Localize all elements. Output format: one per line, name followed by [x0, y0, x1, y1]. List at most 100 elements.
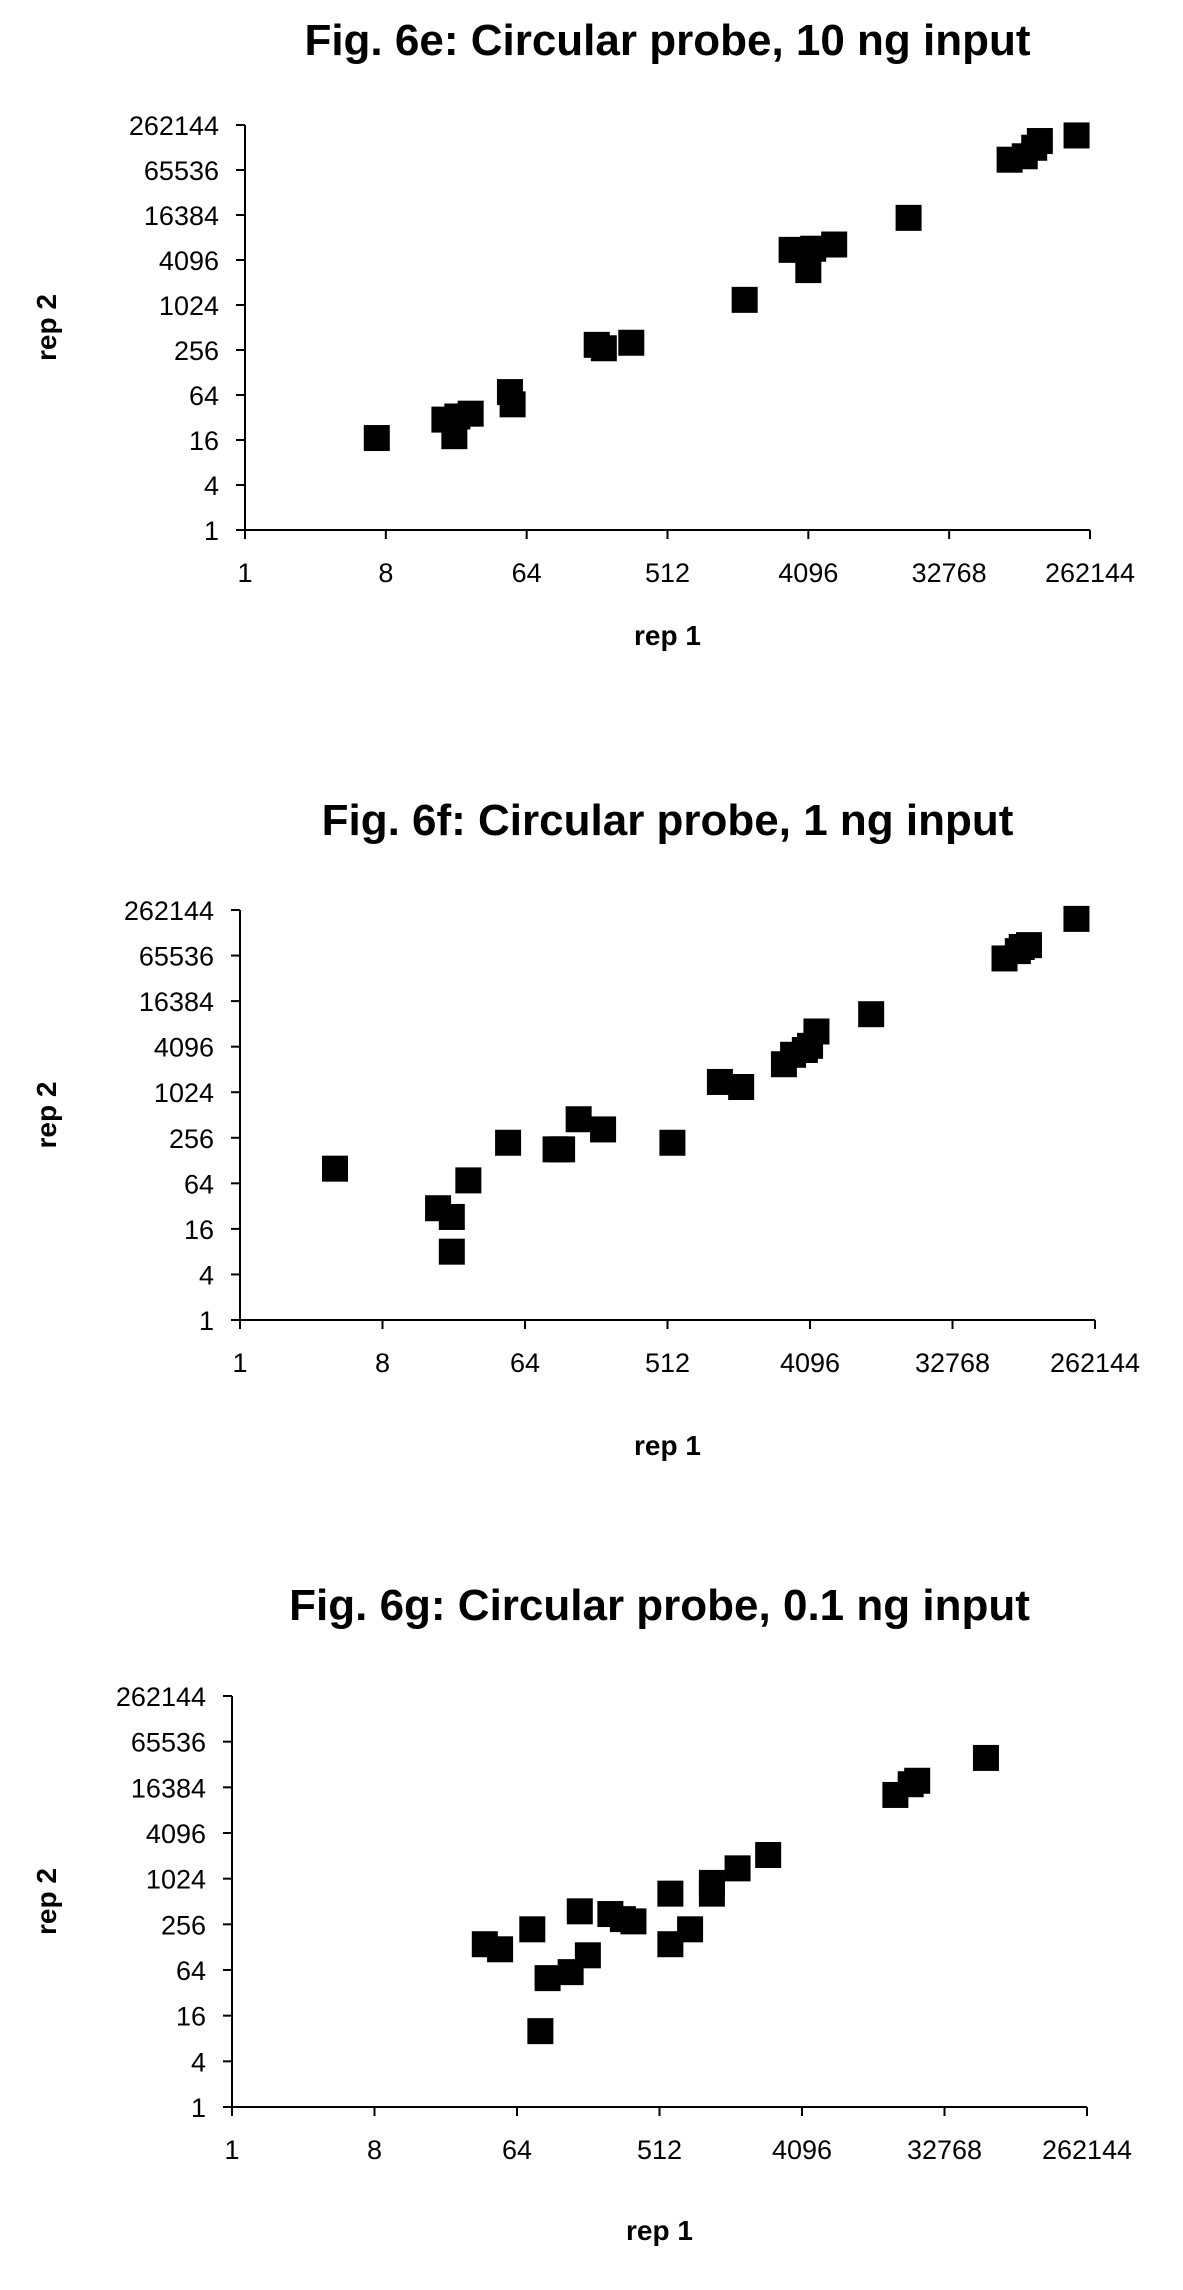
y-axis-label: rep 2 — [31, 1082, 62, 1149]
y-tick-label: 64 — [176, 1956, 206, 1986]
axes — [223, 1695, 1088, 2116]
axes — [236, 124, 1091, 539]
data-point — [565, 1106, 592, 1133]
data-point — [657, 1880, 684, 1907]
x-tick-label: 1 — [237, 558, 252, 588]
y-tick-label: 64 — [189, 381, 219, 411]
y-tick-label: 262144 — [129, 111, 219, 141]
y-tick-label: 4096 — [146, 1819, 206, 1849]
y-tick-labels: 1 4 16 64 256 1024 4096 16384 65536 262144 — [129, 111, 219, 546]
y-axis-label: rep 2 — [31, 1868, 62, 1935]
x-tick-label: 512 — [637, 2135, 682, 2165]
axes — [231, 909, 1096, 1329]
x-tick-label: 1 — [224, 2135, 239, 2165]
data-point — [1063, 122, 1090, 149]
data-points — [471, 1744, 999, 2045]
x-tick-label: 8 — [378, 558, 393, 588]
data-point — [618, 329, 645, 356]
data-point — [1015, 932, 1042, 959]
y-tick-label: 256 — [169, 1124, 214, 1154]
y-tick-label: 1024 — [146, 1865, 206, 1895]
data-point — [457, 400, 484, 427]
data-point — [534, 1965, 561, 1992]
y-tick-label: 1 — [199, 1306, 214, 1336]
x-tick-label: 4096 — [780, 1348, 840, 1378]
x-axis-label: rep 1 — [634, 620, 701, 651]
y-tick-label: 16 — [184, 1215, 214, 1245]
x-tick-label: 8 — [375, 1348, 390, 1378]
y-tick-label: 4 — [204, 471, 219, 501]
chart-title: Fig. 6g: Circular probe, 0.1 ng input — [289, 1581, 1030, 1630]
data-points — [363, 122, 1090, 452]
x-tick-labels: 1 8 64 512 4096 32768 262144 — [232, 1348, 1140, 1378]
y-tick-label: 1 — [191, 2093, 206, 2123]
data-point — [895, 204, 922, 231]
x-tick-label: 64 — [512, 558, 542, 588]
y-tick-label: 4 — [199, 1260, 214, 1290]
x-tick-label: 64 — [510, 1348, 540, 1378]
y-tick-label: 65536 — [144, 156, 219, 186]
data-point — [858, 1001, 885, 1028]
data-point — [904, 1767, 931, 1794]
y-tick-label: 65536 — [139, 942, 214, 972]
x-tick-labels: 1 8 64 512 4096 32768 262144 — [237, 558, 1135, 588]
x-tick-label: 8 — [367, 2135, 382, 2165]
x-tick-label: 512 — [645, 558, 690, 588]
data-points — [322, 905, 1090, 1265]
data-point — [698, 1880, 725, 1907]
data-point — [590, 335, 617, 362]
data-point — [803, 1018, 830, 1045]
data-point — [322, 1155, 348, 1182]
x-axis-label: rep 1 — [626, 2215, 693, 2246]
data-point — [438, 1238, 465, 1265]
data-point — [519, 1916, 546, 1943]
data-point — [590, 1116, 617, 1143]
y-tick-label: 1 — [204, 516, 219, 546]
y-tick-label: 64 — [184, 1169, 214, 1199]
data-point — [620, 1908, 647, 1935]
x-tick-labels: 1 8 64 512 4096 32768 262144 — [224, 2135, 1132, 2165]
x-tick-label: 64 — [502, 2135, 532, 2165]
data-point — [363, 425, 390, 452]
y-tick-label: 16384 — [139, 987, 214, 1017]
data-point — [495, 1129, 522, 1156]
y-tick-label: 16384 — [144, 201, 219, 231]
y-tick-label: 256 — [161, 1910, 206, 1940]
y-axis-label: rep 2 — [31, 294, 62, 361]
x-tick-label: 512 — [645, 1348, 690, 1378]
data-point — [755, 1842, 782, 1869]
y-tick-label: 16 — [189, 426, 219, 456]
x-tick-label: 262144 — [1042, 2135, 1132, 2165]
chart-panel-6f: Fig. 6f: Circular probe, 1 ng input rep … — [31, 796, 1140, 1461]
y-tick-label: 16384 — [131, 1773, 206, 1803]
y-tick-label: 16 — [176, 2002, 206, 2032]
x-tick-label: 1 — [232, 1348, 247, 1378]
data-point — [731, 286, 758, 313]
data-point — [566, 1898, 593, 1925]
y-tick-label: 262144 — [116, 1682, 206, 1712]
y-tick-label: 4 — [191, 2047, 206, 2077]
data-point — [499, 391, 526, 418]
y-tick-labels: 1 4 16 64 256 1024 4096 16384 65536 262144 — [116, 1682, 206, 2123]
data-point — [724, 1855, 751, 1882]
y-tick-label: 262144 — [124, 896, 214, 926]
y-tick-label: 65536 — [131, 1728, 206, 1758]
data-point — [487, 1936, 514, 1963]
data-point — [659, 1129, 686, 1156]
y-tick-label: 4096 — [154, 1033, 214, 1063]
x-tick-label: 32768 — [912, 558, 987, 588]
y-tick-label: 256 — [174, 336, 219, 366]
x-tick-label: 4096 — [778, 558, 838, 588]
y-tick-label: 1024 — [159, 291, 219, 321]
data-point — [972, 1744, 999, 1771]
chart-title: Fig. 6e: Circular probe, 10 ng input — [304, 16, 1030, 65]
chart-panel-6g: Fig. 6g: Circular probe, 0.1 ng input re… — [31, 1581, 1132, 2246]
chart-panel-6e: Fig. 6e: Circular probe, 10 ng input rep… — [31, 16, 1135, 651]
data-point — [1063, 905, 1090, 932]
data-point — [821, 231, 848, 258]
data-point — [728, 1074, 755, 1101]
data-point — [527, 2018, 554, 2045]
data-point — [455, 1167, 482, 1194]
x-tick-label: 4096 — [772, 2135, 832, 2165]
